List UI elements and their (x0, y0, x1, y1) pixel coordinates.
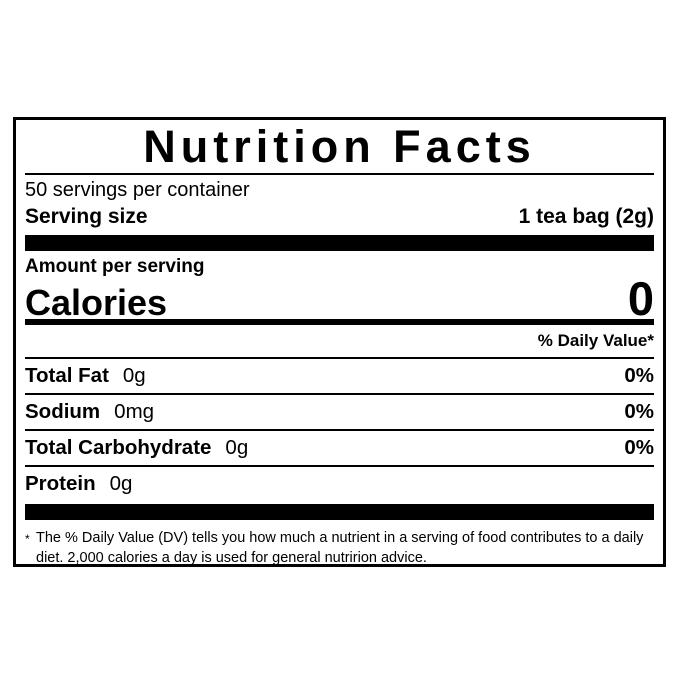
daily-value-header: % Daily Value* (537, 331, 654, 350)
nutrient-left: Total Fat 0g (25, 364, 146, 387)
nutrient-row-total-carbohydrate: Total Carbohydrate 0g 0% (25, 429, 654, 465)
nutrient-row-protein: Protein 0g (25, 465, 654, 501)
nutrient-left: Total Carbohydrate 0g (25, 436, 248, 459)
footnote-text: The % Daily Value (DV) tells you how muc… (36, 530, 644, 566)
serving-size-value: 1 tea bag (2g) (518, 205, 654, 228)
calories-divider (25, 319, 654, 325)
nutrient-left: Sodium 0mg (25, 400, 154, 423)
thick-separator-top (25, 235, 654, 251)
nutrient-name: Total Fat (25, 364, 109, 387)
nutrient-name: Total Carbohydrate (25, 436, 212, 459)
nutrient-daily-value: 0% (624, 364, 654, 387)
nutrient-daily-value: 0% (624, 400, 654, 423)
nutrient-amount: 0g (225, 436, 249, 459)
serving-size-row: Serving size 1 tea bag (2g) (25, 202, 654, 235)
nutrient-amount: 0g (109, 472, 133, 495)
nutrient-amount: 0mg (114, 400, 155, 423)
nutrient-amount: 0g (122, 364, 146, 387)
footnote: * The % Daily Value (DV) tells you how m… (25, 520, 654, 568)
calories-row: Calories 0 (25, 272, 654, 325)
nutrient-row-sodium: Sodium 0mg 0% (25, 393, 654, 429)
calories-value: 0 (627, 272, 654, 325)
label-title: Nutrition Facts (143, 121, 536, 172)
nutrient-name: Sodium (25, 400, 101, 423)
amount-per-serving-label: Amount per serving (25, 256, 205, 277)
nutrient-left: Protein 0g (25, 472, 132, 495)
nutrient-row-total-fat: Total Fat 0g 0% (25, 357, 654, 393)
servings-per-container: 50 servings per container (25, 179, 250, 201)
serving-size-label: Serving size (25, 205, 148, 228)
nutrition-facts-label: Nutrition Facts 50 servings per containe… (13, 117, 666, 567)
calories-label: Calories (25, 282, 168, 323)
title-divider (25, 173, 654, 175)
nutrient-name: Protein (25, 472, 96, 495)
thick-separator-bottom (25, 504, 654, 520)
footnote-asterisk: * (25, 532, 30, 546)
nutrient-daily-value: 0% (624, 436, 654, 459)
